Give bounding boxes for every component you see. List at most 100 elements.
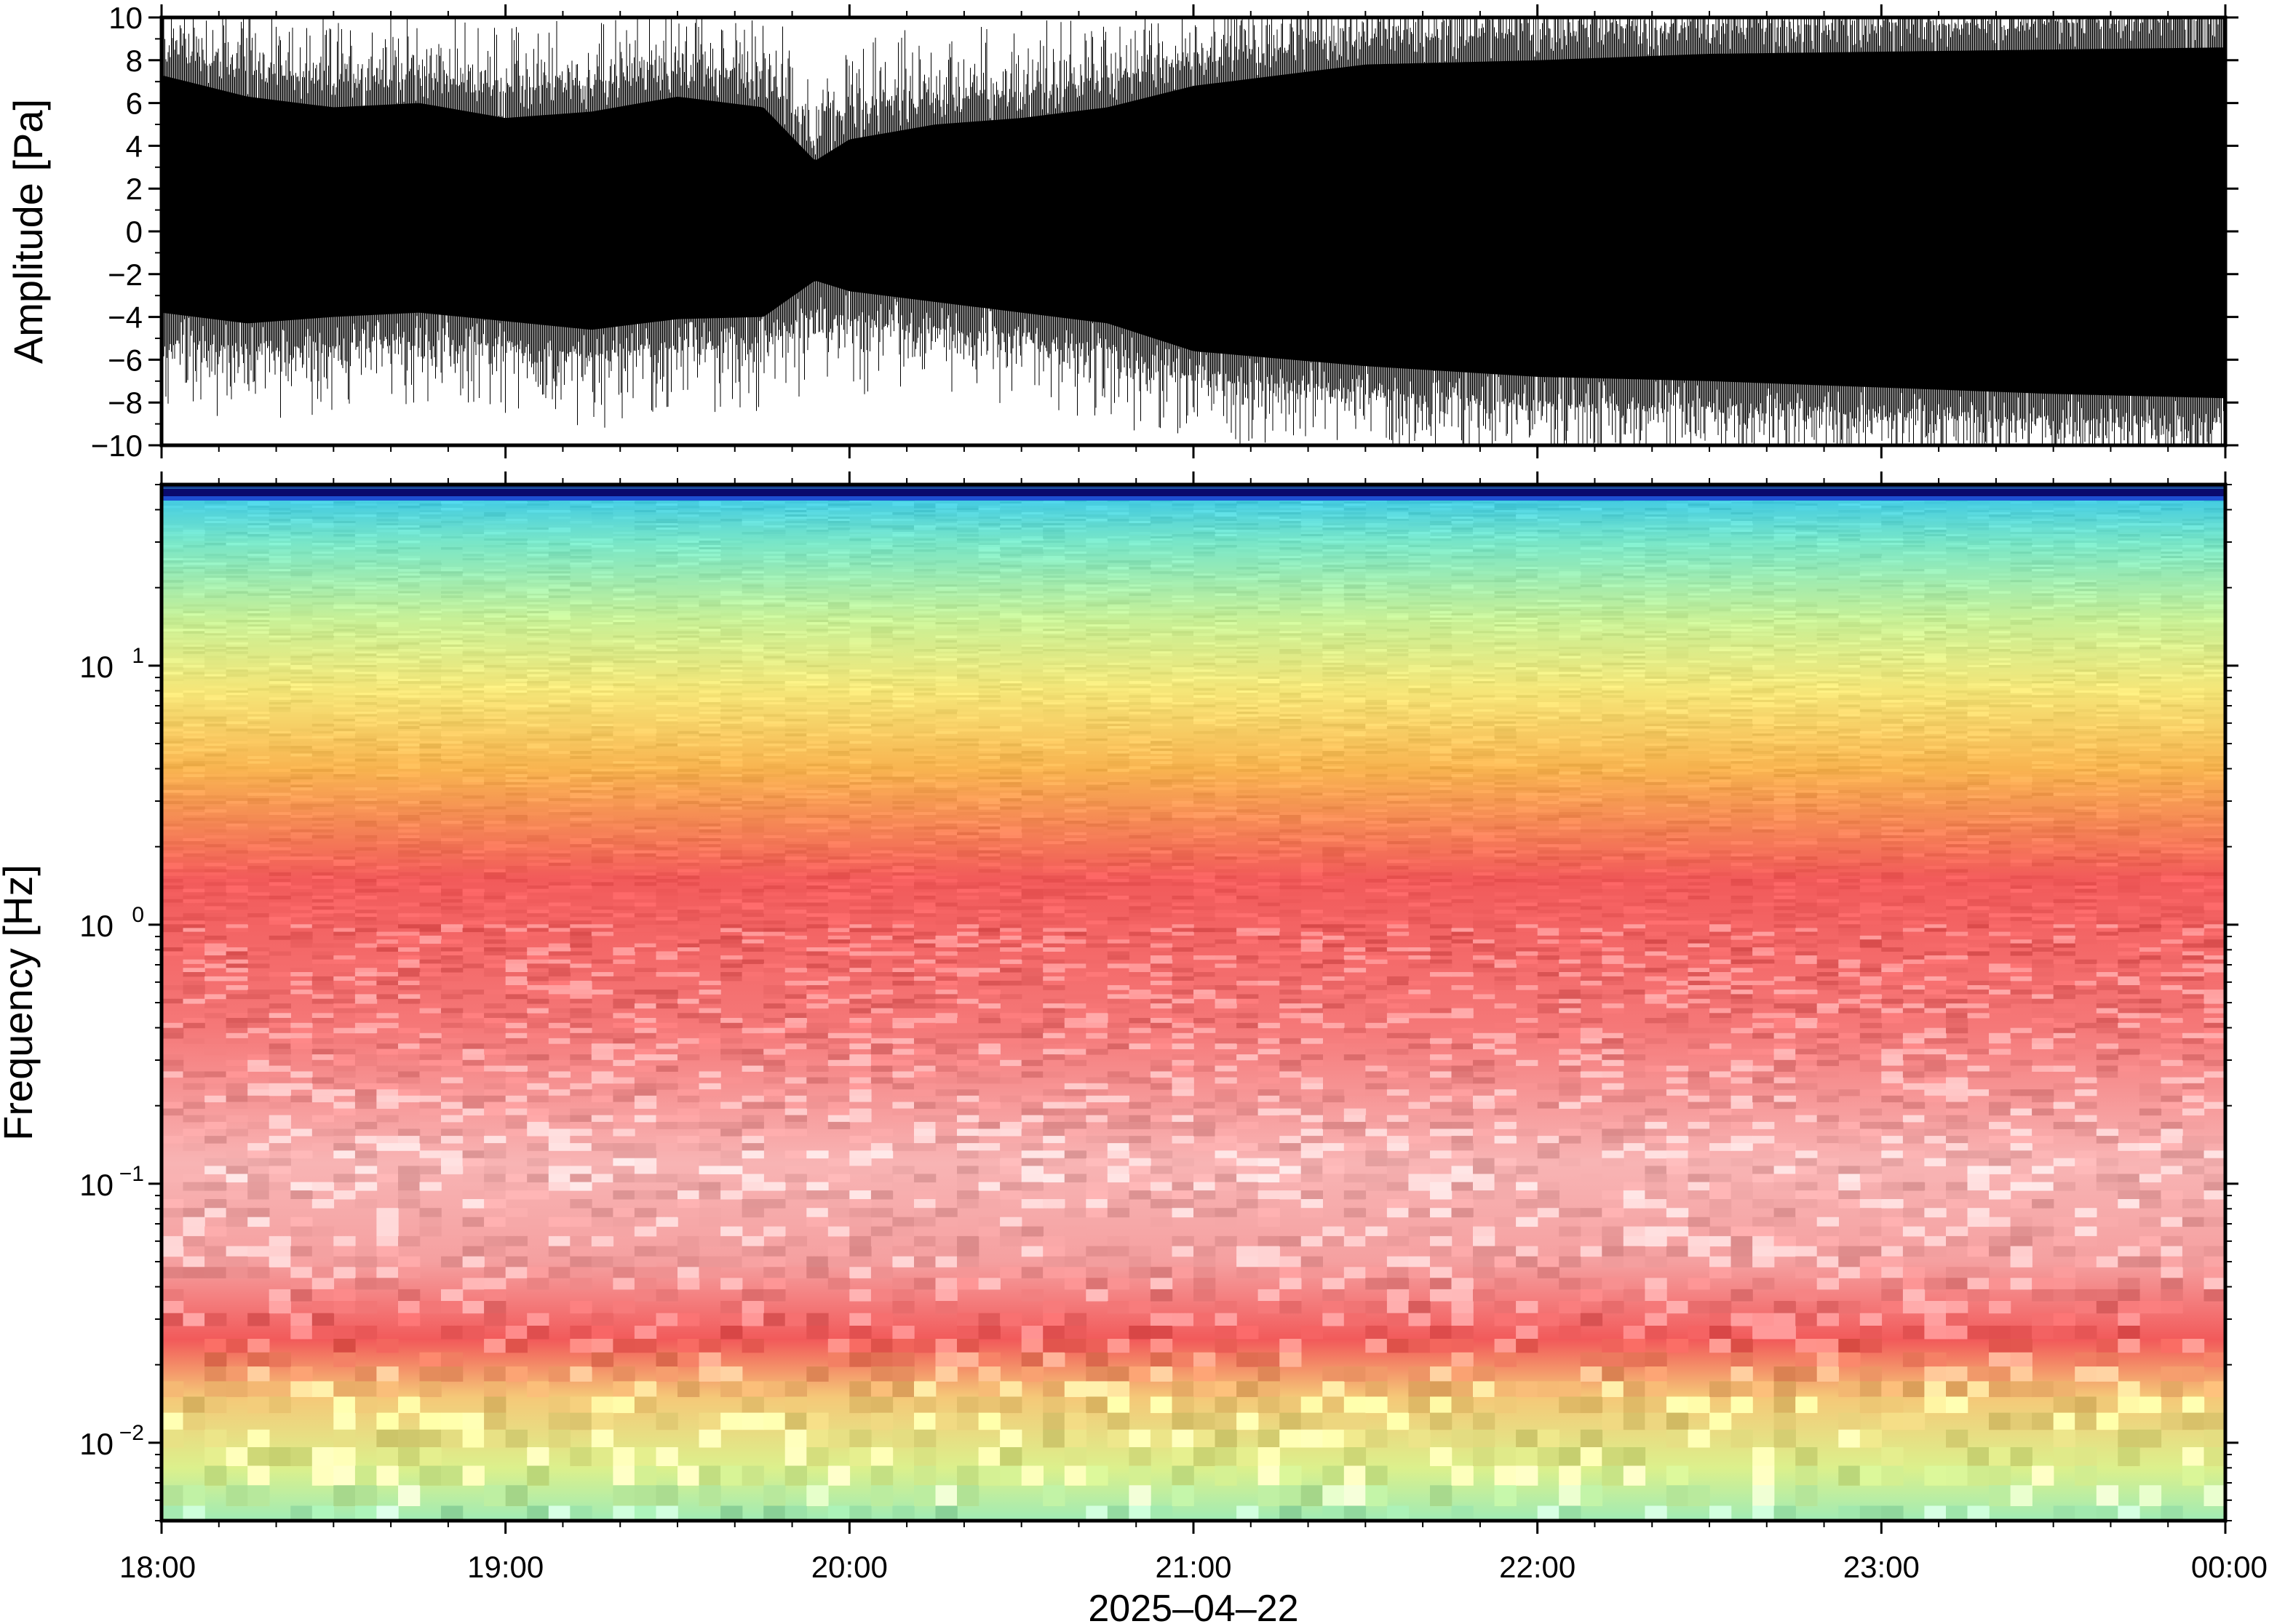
spectrogram-cell: [763, 856, 786, 860]
spectrogram-cell: [827, 646, 851, 650]
spectrogram-cell: [484, 906, 506, 910]
spectrogram-cell: [162, 820, 184, 824]
spectrogram-cell: [656, 902, 678, 907]
spectrogram-cell: [849, 773, 872, 777]
spectrogram-cell: [634, 1246, 657, 1257]
spectrogram-cell: [827, 1339, 851, 1353]
spectrogram-cell: [527, 896, 549, 900]
spectrogram-cell: [419, 1182, 442, 1191]
spectrogram-cell: [505, 565, 528, 568]
spectrogram-cell: [269, 1136, 291, 1144]
spectrogram-cell: [570, 704, 592, 708]
spectrogram-cell: [914, 528, 937, 530]
spectrogram-cell: [269, 847, 291, 851]
spectrogram-cell: [784, 761, 807, 765]
spectrogram-cell: [505, 931, 528, 936]
spectrogram-cell: [354, 578, 378, 581]
spectrogram-cell: [548, 556, 571, 559]
spectrogram-cell: [570, 1199, 592, 1209]
spectrogram-cell: [204, 695, 227, 698]
spectrogram-cell: [677, 1121, 700, 1129]
spectrogram-cell: [784, 582, 807, 585]
spectrogram-cell: [162, 773, 184, 777]
spectrogram-cell: [634, 606, 657, 610]
spectrogram-cell: [462, 554, 485, 557]
spectrogram-cell: [870, 549, 894, 552]
spectrogram-cell: [183, 920, 205, 925]
spectrogram-cell: [527, 669, 549, 672]
spectrogram-cell: [784, 998, 807, 1004]
spectrogram-cell: [613, 1278, 635, 1290]
spectrogram-cell: [699, 1352, 721, 1367]
spectrogram-cell: [398, 593, 421, 596]
spectrogram-cell: [591, 538, 614, 541]
spectrogram-cell: [699, 1143, 721, 1151]
spectrogram-cell: [827, 536, 851, 539]
spectrogram-cell: [204, 835, 227, 839]
spectrogram-cell: [548, 947, 571, 952]
spectrogram-cell: [204, 1447, 227, 1466]
spectrogram-cell: [806, 758, 829, 762]
spectrogram-cell: [892, 604, 915, 608]
spectrogram-cell: [656, 642, 678, 645]
spectrogram-cell: [226, 646, 248, 650]
spectrogram-cell: [784, 1447, 807, 1466]
spectrogram-cell: [699, 637, 721, 641]
spectrogram-cell: [311, 888, 335, 893]
spectrogram-cell: [892, 968, 915, 973]
spectrogram-cell: [462, 640, 485, 643]
spectrogram-cell: [484, 514, 506, 517]
spectrogram-cell: [226, 817, 248, 821]
spectrogram-cell: [634, 1256, 657, 1267]
spectrogram-cell: [269, 582, 291, 585]
spectrogram-cell: [311, 850, 335, 854]
spectrogram-cell: [247, 608, 270, 612]
spectrogram-cell: [462, 1054, 485, 1061]
spectrogram-cell: [634, 784, 657, 788]
spectrogram-cell: [527, 784, 549, 788]
spectrogram-cell: [591, 591, 614, 594]
spectrogram-cell: [699, 787, 721, 791]
spectrogram-cell: [441, 1301, 464, 1314]
spectrogram-cell: [591, 569, 614, 572]
spectrogram-cell: [269, 667, 291, 670]
spectrogram-cell: [354, 723, 378, 727]
spectrogram-cell: [656, 1366, 678, 1382]
spectrogram-cell: [247, 1095, 270, 1102]
spectrogram-cell: [354, 906, 378, 910]
spectrogram-cell: [398, 1095, 421, 1102]
spectrogram-cell: [183, 1226, 205, 1237]
spectrogram-cell: [849, 1102, 872, 1109]
spectrogram-cell: [269, 1089, 291, 1096]
spectrogram-cell: [290, 866, 313, 869]
spectrogram-cell: [527, 580, 549, 583]
spectrogram-cell: [441, 721, 464, 725]
spectrogram-cell: [354, 1199, 378, 1209]
spectrogram-cell: [183, 1313, 205, 1326]
spectrogram-cell: [462, 712, 485, 715]
spectrogram-cell: [162, 738, 184, 741]
spectrogram-cell: [162, 1313, 184, 1326]
spectrogram-cell: [484, 820, 506, 824]
spectrogram-cell: [376, 939, 399, 944]
spectrogram-cell: [742, 976, 764, 982]
spectrogram-cell: [226, 771, 248, 775]
spectrogram-cell: [720, 669, 743, 672]
spectrogram-cell: [311, 812, 335, 816]
spectrogram-cell: [333, 733, 356, 736]
spectrogram-cell: [419, 935, 442, 940]
spectrogram-cell: [849, 856, 872, 860]
spectrogram-cell: [376, 631, 399, 634]
spectrogram-cell: [419, 976, 442, 982]
spectrogram-cell: [247, 584, 270, 587]
spectrogram-cell: [699, 525, 721, 528]
spectrogram-cell: [613, 959, 635, 964]
spectrogram-cell: [354, 753, 378, 757]
spectrogram-cell: [333, 800, 356, 805]
spectrogram-cell: [870, 935, 894, 940]
spectrogram-cell: [699, 1013, 721, 1019]
spectrogram-cell: [591, 582, 614, 585]
spectrogram-cell: [398, 838, 421, 842]
spectrogram-cell: [699, 580, 721, 583]
spectrogram-cell: [419, 829, 442, 833]
